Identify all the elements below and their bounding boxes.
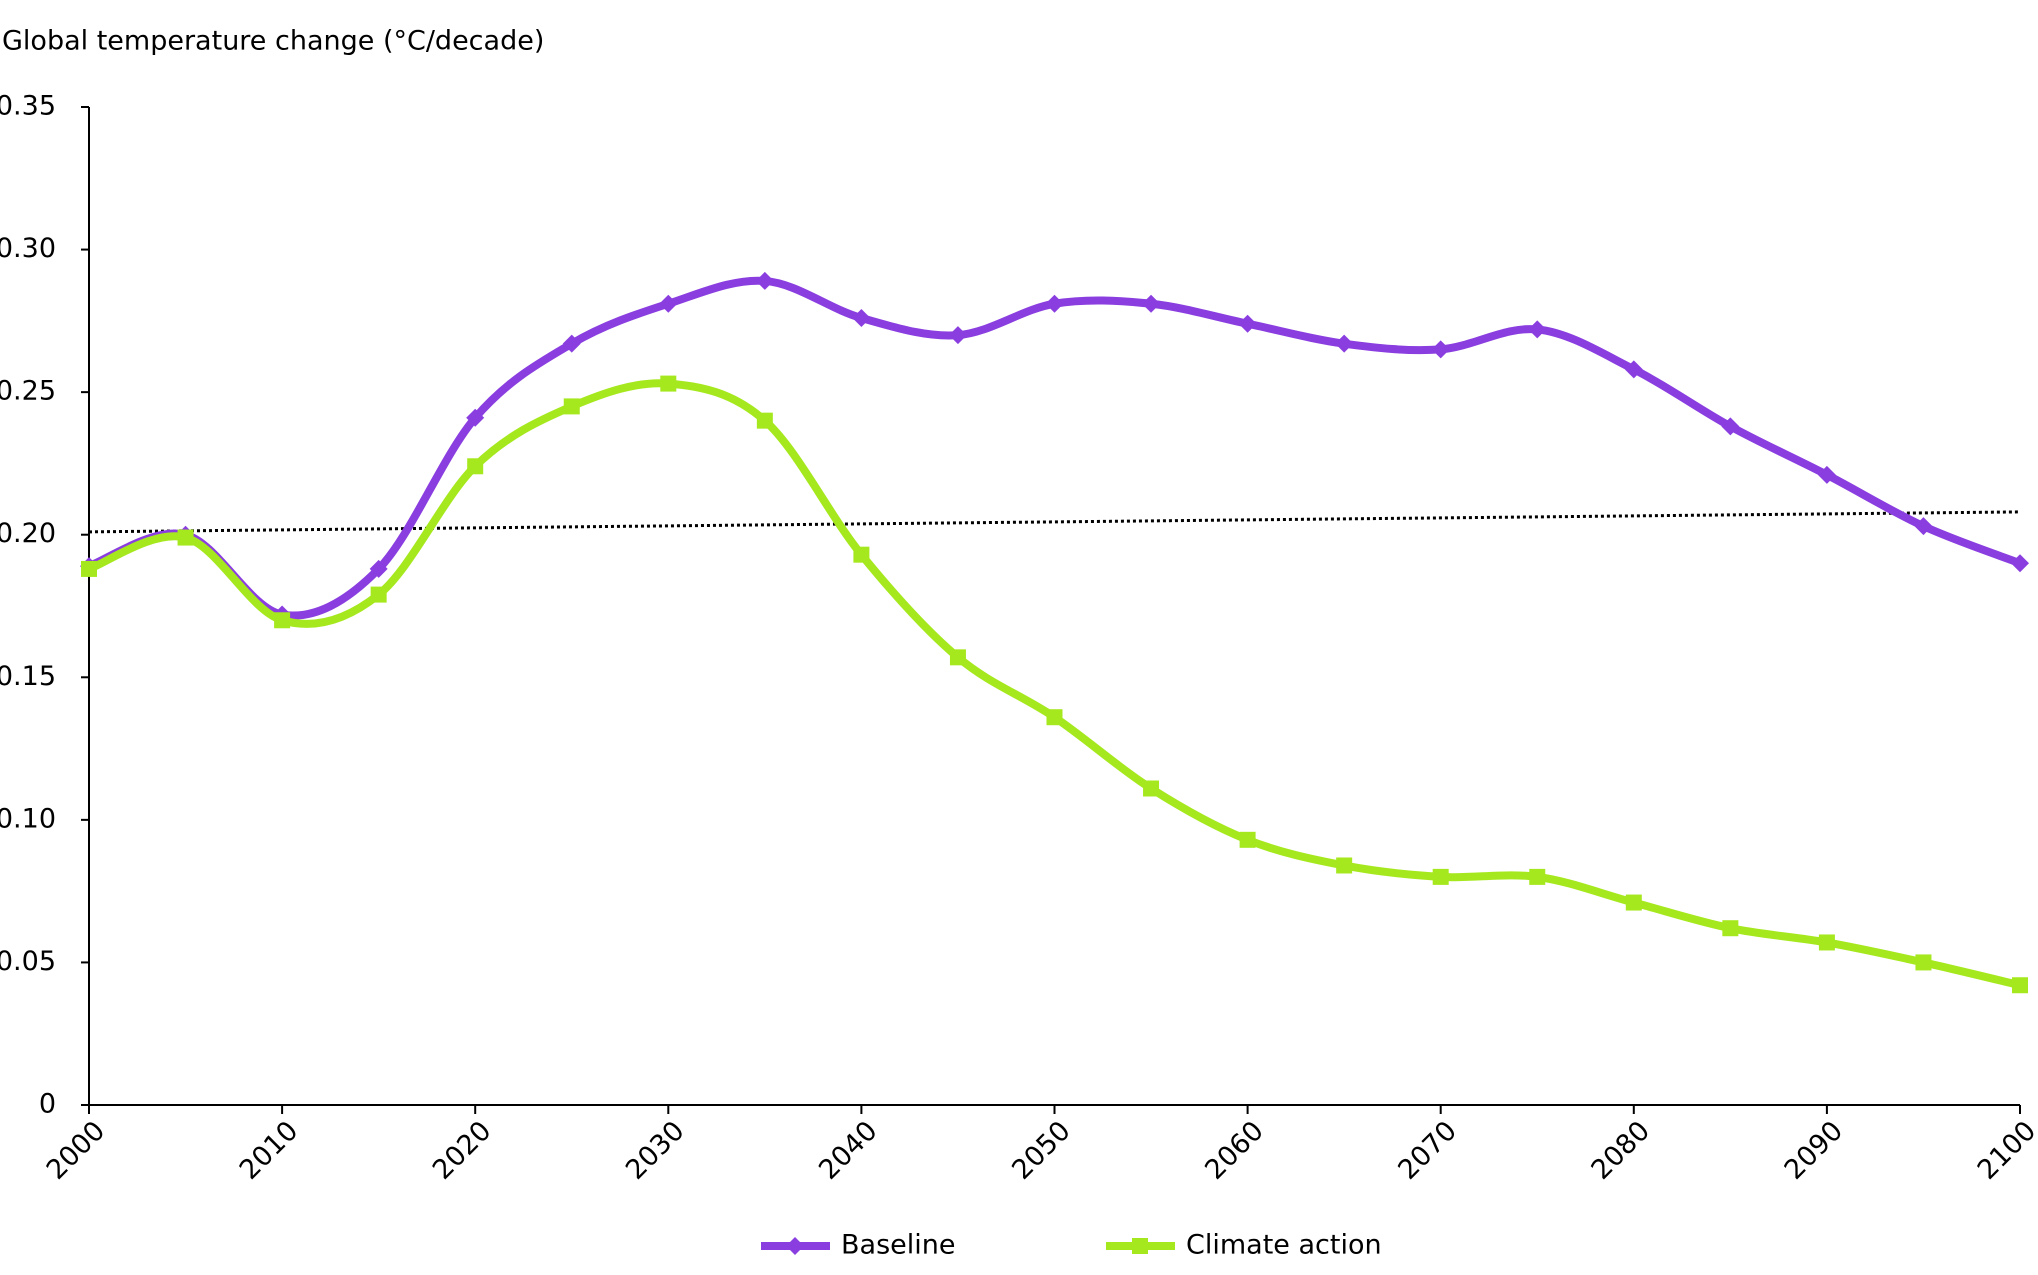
marker — [1335, 334, 1354, 353]
marker — [853, 546, 870, 563]
y-tick-label: 0.20 — [0, 518, 56, 549]
legend-marker — [1132, 1238, 1148, 1254]
x-tick-label: 2040 — [813, 1115, 884, 1186]
y-tick-label: 0 — [39, 1089, 56, 1120]
x-tick-label: 2010 — [234, 1115, 305, 1186]
marker — [1239, 831, 1256, 848]
marker — [756, 412, 773, 429]
y-tick-label: 0.05 — [0, 946, 56, 977]
x-tick-label: 2020 — [427, 1115, 498, 1186]
legend-marker — [786, 1237, 804, 1255]
marker — [948, 326, 967, 345]
marker — [1722, 920, 1739, 937]
x-tick-label: 2060 — [1199, 1115, 1270, 1186]
marker — [1143, 780, 1160, 797]
x-tick-label: 2030 — [620, 1115, 691, 1186]
marker — [1915, 954, 1932, 971]
marker — [562, 334, 581, 353]
x-tick-label: 2080 — [1586, 1115, 1657, 1186]
marker — [2012, 977, 2028, 994]
y-tick-label: 0.35 — [0, 91, 56, 122]
y-tick-label: 0.30 — [0, 233, 56, 264]
legend-label: Baseline — [841, 1230, 955, 1261]
x-tick-label: 2050 — [1006, 1115, 1077, 1186]
marker — [1336, 857, 1353, 874]
marker — [1529, 868, 1546, 885]
x-tick-label: 2070 — [1392, 1115, 1463, 1186]
marker — [659, 294, 678, 313]
marker — [660, 375, 677, 392]
marker — [1817, 465, 1836, 484]
marker — [1528, 320, 1547, 339]
chart-title: Global temperature change (°C/decade) — [2, 26, 544, 57]
marker — [1818, 934, 1835, 951]
y-tick-label: 0.15 — [0, 661, 56, 692]
marker — [852, 309, 871, 328]
marker — [1431, 340, 1450, 359]
marker — [1142, 294, 1161, 313]
marker — [563, 398, 580, 415]
marker — [1046, 709, 1063, 726]
marker — [1238, 314, 1257, 333]
trendline — [88, 510, 2021, 534]
marker — [755, 271, 774, 290]
marker — [1625, 894, 1642, 911]
y-tick-label: 0.10 — [0, 803, 56, 834]
marker — [1432, 868, 1449, 885]
series-line — [87, 379, 2021, 990]
x-tick-label: 2090 — [1779, 1115, 1850, 1186]
y-tick-label: 0.25 — [0, 376, 56, 407]
marker — [81, 560, 97, 577]
x-tick-label: 2100 — [1972, 1115, 2038, 1186]
marker — [1045, 294, 1064, 313]
series-line — [87, 276, 2022, 620]
marker — [1721, 417, 1740, 436]
marker — [177, 529, 194, 546]
legend-label: Climate action — [1186, 1230, 1382, 1261]
marker — [274, 612, 291, 629]
marker — [949, 649, 966, 666]
marker — [1624, 360, 1643, 379]
marker — [466, 408, 485, 427]
marker — [370, 586, 387, 603]
marker — [369, 559, 388, 578]
marker — [2011, 554, 2029, 573]
marker — [1914, 517, 1933, 536]
x-tick-label: 2000 — [41, 1115, 112, 1186]
marker — [467, 458, 484, 475]
